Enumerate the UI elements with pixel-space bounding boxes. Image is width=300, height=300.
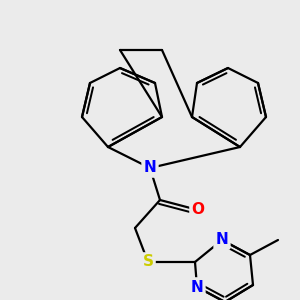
Text: N: N <box>190 280 203 295</box>
Text: N: N <box>144 160 156 175</box>
Text: O: O <box>191 202 205 217</box>
Text: S: S <box>142 254 154 269</box>
Text: N: N <box>216 232 228 247</box>
